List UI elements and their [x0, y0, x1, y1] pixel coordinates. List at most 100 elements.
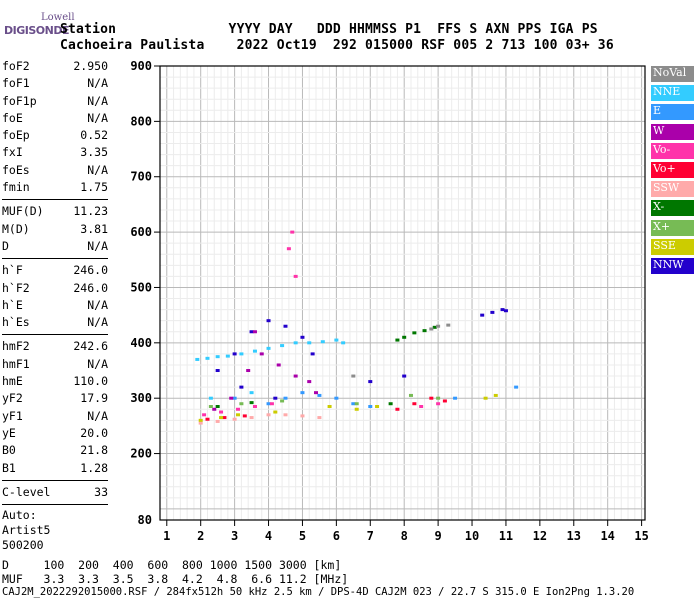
auto-label: Auto:	[2, 508, 37, 523]
data-point	[300, 414, 305, 418]
parameter-row: hmE 110.0	[2, 373, 108, 390]
x-tick-label: 9	[434, 529, 441, 543]
x-tick-label: 1	[163, 529, 170, 543]
data-point	[215, 369, 220, 373]
data-point	[334, 338, 339, 342]
parameter-group-profile: hmF2 242.6 hmF1 N/A hmE 110.0 yF2 17.9 yF1 N/A yE 2…	[2, 338, 108, 476]
parameter-name: yE	[2, 425, 16, 440]
parameter-value: 246.0	[73, 280, 108, 295]
data-point	[249, 416, 254, 420]
data-point	[503, 309, 508, 313]
data-point	[208, 396, 213, 400]
parameter-name: M(D)	[2, 221, 30, 236]
parameter-value: N/A	[87, 297, 108, 312]
data-point	[236, 413, 241, 417]
autoscaler-name: Artist5	[2, 523, 51, 538]
parameter-row: foEp 0.52	[2, 127, 108, 144]
data-point	[219, 410, 224, 414]
parameter-value: 110.0	[73, 374, 108, 389]
header-line-1: Station YYYY DAY DDD HHMMSS P1 FFS S AXN…	[60, 22, 598, 37]
data-point	[252, 330, 257, 334]
data-point	[208, 405, 213, 408]
data-point	[500, 308, 505, 312]
plot-frame	[159, 65, 646, 521]
parameter-name: foF2	[2, 59, 30, 73]
data-point	[266, 346, 271, 350]
x-tick-label: 10	[465, 529, 479, 543]
data-point	[429, 396, 434, 400]
data-point	[453, 396, 458, 400]
data-point	[269, 402, 274, 406]
data-point	[249, 391, 254, 395]
divider	[2, 199, 108, 201]
parameter-value: N/A	[87, 315, 108, 330]
legend-item: SSW	[651, 181, 694, 198]
footer-distance-row: D 100 200 400 600 800 1000 1500 3000 [km…	[2, 558, 342, 572]
parameter-value: 246.0	[73, 263, 108, 278]
data-point	[307, 341, 312, 345]
parameter-value: 3.35	[80, 145, 108, 160]
data-point	[225, 354, 230, 358]
data-point	[215, 355, 220, 359]
y-tick-label: 500	[130, 280, 152, 294]
y-tick-label: 900	[130, 59, 152, 73]
y-tick-label: 80	[138, 513, 152, 527]
legend-item: SSE	[651, 238, 694, 255]
divider	[2, 258, 108, 260]
x-tick-label: 12	[533, 529, 547, 543]
x-tick-label: 11	[499, 529, 513, 543]
data-point	[300, 335, 305, 339]
y-tick-label: 700	[130, 170, 152, 184]
data-point	[242, 414, 247, 418]
data-point	[252, 349, 257, 353]
data-point	[229, 396, 234, 400]
data-point	[300, 391, 305, 395]
data-point	[314, 391, 319, 395]
data-point	[514, 385, 519, 389]
data-point	[215, 405, 220, 408]
data-point	[375, 405, 380, 408]
legend-item: NNE	[651, 85, 694, 102]
data-point	[239, 385, 244, 389]
data-point	[310, 352, 315, 356]
data-point	[283, 324, 288, 328]
x-tick-label: 5	[299, 529, 306, 543]
data-point	[412, 331, 417, 335]
parameter-row: C-level 33	[2, 484, 108, 501]
data-point	[408, 393, 413, 397]
data-point	[222, 416, 227, 420]
parameter-row: M(D) 3.81	[2, 221, 108, 238]
data-point	[341, 341, 346, 345]
parameter-row: h`F 246.0	[2, 262, 108, 279]
parameter-value: N/A	[87, 110, 108, 125]
legend-item: W	[651, 123, 694, 140]
data-point	[212, 407, 217, 411]
legend-item: X-	[651, 200, 694, 217]
parameter-name: h`F	[2, 263, 23, 278]
chart-legend: NoVal NNE E W Vo- Vo+ SSW X- X+ SSE NNW	[651, 66, 694, 277]
parameter-row: fmin 1.75	[2, 179, 108, 196]
data-point	[266, 413, 271, 417]
y-tick-label: 400	[130, 336, 152, 350]
data-point	[442, 399, 447, 403]
parameter-row: yF1 N/A	[2, 408, 108, 425]
parameter-row: foF2 2.950	[2, 58, 108, 75]
parameter-name: C-level	[2, 484, 51, 499]
parameter-value: 11.23	[73, 204, 108, 219]
data-point	[249, 330, 254, 334]
data-point	[351, 374, 356, 378]
parameter-name: D	[2, 238, 9, 253]
data-point	[215, 419, 220, 423]
parameter-name: h`F2	[2, 280, 30, 295]
parameter-group-muf: MUF(D) 11.23 M(D) 3.81 D N/A	[2, 203, 108, 255]
chart-axes: 1 2 3 4 5 6 7 8 9 10 11 12 13 14 152003004005006007008…	[130, 59, 649, 543]
parameter-name: MUF(D)	[2, 204, 44, 219]
parameter-name: yF2	[2, 391, 23, 406]
parameter-value: 17.9	[80, 391, 108, 406]
parameter-name: B1	[2, 460, 16, 475]
data-point	[320, 340, 325, 344]
parameter-value: 20.0	[80, 425, 108, 440]
data-point	[436, 396, 441, 400]
parameter-name: hmF1	[2, 356, 30, 371]
parameter-value: 0.52	[80, 128, 108, 143]
